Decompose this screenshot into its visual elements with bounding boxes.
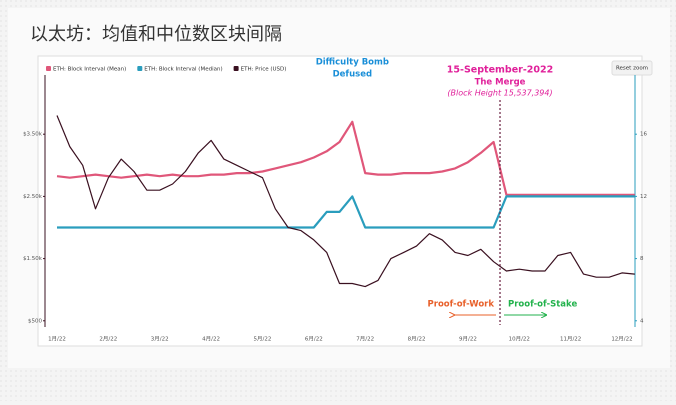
x-tick-label: 6月/22	[305, 336, 323, 343]
annotation: Defused	[333, 70, 372, 80]
x-tick-label: 3月/22	[151, 336, 169, 343]
y2-tick-label: 12	[640, 194, 647, 200]
x-tick-label: 9月/22	[459, 336, 477, 343]
annotation: 15-September-2022	[447, 65, 553, 76]
y-tick-label: $1.50k	[23, 256, 43, 262]
y2-tick-label: 4	[640, 318, 644, 324]
series-line	[56, 120, 635, 196]
series-line	[56, 115, 635, 288]
x-tick-label: 4月/22	[202, 336, 220, 343]
annotation: Proof-of-Stake	[508, 300, 577, 310]
y-tick-label: $2.50k	[23, 194, 43, 200]
plot-box	[37, 55, 643, 347]
x-tick-label: 7月/22	[356, 336, 374, 343]
x-tick-label: 10月/22	[509, 336, 530, 343]
page-title: 以太坊：均值和中位数区块间隔	[30, 24, 282, 45]
x-tick-label: 5月/22	[254, 336, 272, 343]
y2-tick-label: 16	[640, 132, 647, 138]
x-tick-label: 11月/22	[560, 336, 581, 343]
series-line	[57, 195, 635, 229]
y-tick-label: $3.50k	[23, 132, 43, 138]
legend-label: ETH: Block Interval (Median)	[144, 67, 222, 73]
legend-label: ETH: Block Interval (Mean)	[53, 67, 126, 73]
y2-tick-label: 8	[640, 256, 644, 262]
annotation: Proof-of-Work	[428, 300, 495, 310]
x-tick-label: 1月/22	[48, 336, 66, 343]
annotation: (Block Height 15,537,394)	[447, 89, 552, 98]
x-tick-label: 8月/22	[408, 336, 426, 343]
reset-zoom-button[interactable]	[611, 60, 653, 76]
legend-swatch	[46, 66, 51, 71]
legend-label: ETH: Price (USD)	[241, 67, 287, 73]
legend-swatch	[233, 66, 239, 71]
reset-zoom-label[interactable]: Reset zoom	[616, 66, 648, 72]
y-tick-label: $500	[28, 318, 42, 324]
x-tick-label: 2月/22	[99, 336, 117, 343]
legend-swatch	[137, 66, 143, 71]
annotation: Difficulty Bomb	[316, 58, 389, 68]
annotation: The Merge	[475, 78, 526, 88]
x-tick-label: 12月/22	[611, 336, 632, 343]
